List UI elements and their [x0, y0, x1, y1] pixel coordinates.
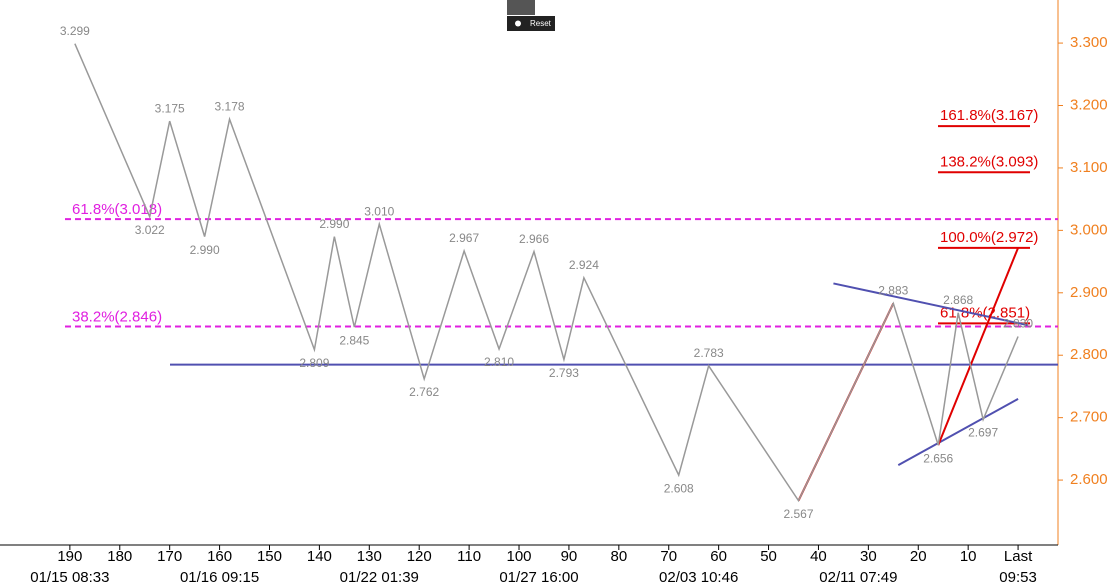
swing-label: 2.990: [190, 243, 220, 257]
x-tick-label: 190: [57, 548, 82, 565]
date-tick-label: 01/22 01:39: [340, 569, 419, 586]
swing-label: 3.299: [60, 24, 90, 38]
x-tick-label: 140: [307, 548, 332, 565]
date-tick-label: 02/03 10:46: [659, 569, 738, 586]
swing-label: 3.022: [135, 223, 165, 237]
swing-label: 2.567: [783, 507, 813, 521]
retracement-label: 61.8%(3.018): [72, 201, 162, 218]
x-tick-label: 20: [910, 548, 927, 565]
swing-label: 2.868: [943, 293, 973, 307]
y-tick-label: 3.200: [1070, 96, 1108, 113]
swing-label: 2.793: [549, 366, 579, 380]
swing-label: 2.845: [339, 333, 369, 347]
swing-label: 2.810: [484, 355, 514, 369]
swing-label: 3.010: [364, 204, 394, 218]
trendline: [937, 247, 1020, 446]
toolbar: Reset: [507, 0, 555, 31]
swing-label: 3.178: [215, 99, 245, 113]
x-tick-label: 120: [407, 548, 432, 565]
y-tick-label: 3.100: [1070, 159, 1108, 176]
swing-label: 2.990: [319, 217, 349, 231]
projection-label: 100.0%(2.972): [940, 229, 1038, 246]
x-tick-label: 100: [507, 548, 532, 565]
retracement-label: 38.2%(2.846): [72, 308, 162, 325]
date-tick-label: 01/16 09:15: [180, 569, 259, 586]
swing-label: 2.656: [923, 451, 953, 465]
swing-label: 2.762: [409, 385, 439, 399]
reset-button[interactable]: [507, 16, 555, 31]
x-tick-label: 80: [610, 548, 627, 565]
x-tick-label: 180: [107, 548, 132, 565]
swing-label: 3.175: [155, 101, 185, 115]
projection-label: 138.2%(3.093): [940, 153, 1038, 170]
x-tick-label: 160: [207, 548, 232, 565]
projection-label: 61.8%(2.851): [940, 304, 1030, 321]
reset-label[interactable]: Reset: [530, 19, 552, 28]
date-tick-label: 01/15 08:33: [30, 569, 109, 586]
swing-label: 2.783: [694, 346, 724, 360]
reset-icon: [515, 20, 521, 27]
y-tick-label: 2.800: [1070, 346, 1108, 363]
trendline: [833, 282, 1029, 327]
x-tick-label: 60: [710, 548, 727, 565]
chart-type-button[interactable]: [507, 0, 535, 15]
x-tick-label: 40: [810, 548, 827, 565]
x-tick-label: 50: [760, 548, 777, 565]
swing-label: 2.924: [569, 258, 599, 272]
trendline: [897, 398, 1019, 466]
date-tick-label: 01/27 16:00: [499, 569, 578, 586]
x-tick-label: 170: [157, 548, 182, 565]
x-tick-label: 30: [860, 548, 877, 565]
swing-label: 2.966: [519, 232, 549, 246]
swing-label: 2.697: [968, 426, 998, 440]
x-tick-label: 90: [561, 548, 578, 565]
projection-label: 161.8%(3.167): [940, 107, 1038, 124]
date-tick-label: 02/11 07:49: [819, 569, 897, 586]
x-tick-label: 10: [960, 548, 977, 565]
x-tick-label: 110: [457, 548, 481, 565]
x-tick-label: 150: [257, 548, 282, 565]
y-tick-label: 3.300: [1070, 34, 1108, 51]
swing-label: 2.830: [1003, 317, 1033, 331]
swing-label: 2.809: [299, 356, 329, 370]
x-tick-label: 70: [660, 548, 677, 565]
zigzag-line: [74, 43, 1019, 503]
x-tick-label: 130: [357, 548, 382, 565]
y-tick-label: 2.700: [1070, 409, 1108, 426]
date-tick-label: 09:53: [999, 569, 1037, 586]
swing-label: 2.883: [878, 284, 908, 298]
swing-label: 2.967: [449, 231, 479, 245]
y-tick-label: 2.600: [1070, 471, 1108, 488]
x-tick-label: Last: [1004, 548, 1033, 565]
y-tick-label: 3.000: [1070, 221, 1108, 238]
y-tick-label: 2.900: [1070, 284, 1108, 301]
swing-label: 2.608: [664, 481, 694, 495]
